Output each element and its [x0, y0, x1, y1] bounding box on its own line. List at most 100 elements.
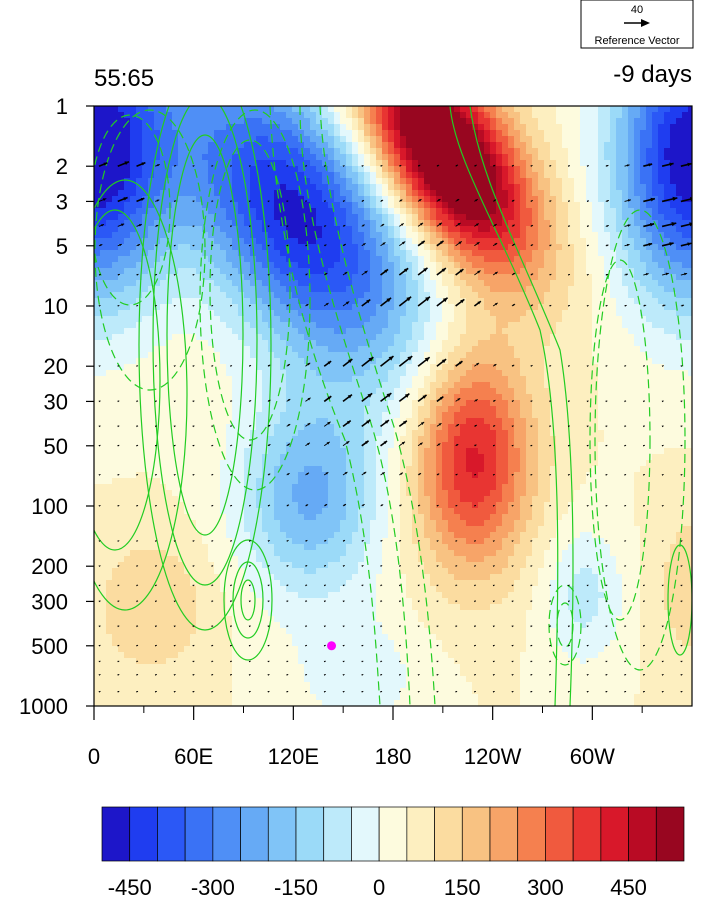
wind-vector-head [140, 198, 145, 201]
wind-vector-head [530, 425, 533, 428]
wind-vector-head [361, 674, 364, 676]
wind-vector-head [117, 660, 120, 663]
wind-vector-head [117, 584, 120, 587]
wind-vector-head [248, 625, 251, 628]
wind-vector-head [229, 200, 232, 203]
wind-vector-head [124, 161, 129, 166]
wind-vector-head [268, 364, 271, 367]
wind-vector-head [605, 660, 608, 663]
wind-vector-head [384, 420, 389, 424]
wind-vector-head [549, 691, 551, 693]
colorbar-bin [434, 806, 463, 862]
wind-vector-head [687, 242, 692, 246]
y-tick-label: 3 [56, 189, 68, 214]
wind-vector-head [361, 625, 364, 628]
wind-vector-head [211, 365, 214, 367]
wind-vector-head [324, 244, 327, 247]
wind-vector-head [567, 425, 570, 428]
wind-vector-head [305, 600, 308, 603]
colorbar-bin [129, 806, 158, 862]
wind-vector-head [286, 600, 289, 603]
contour-line [152, 106, 258, 586]
wind-vector-head [530, 540, 533, 543]
colorbar-bin [212, 806, 241, 862]
wind-vector-head [606, 244, 609, 247]
wind-vector-head [380, 645, 383, 647]
wind-vector-head [627, 224, 631, 227]
wind-vector-head [192, 540, 195, 543]
wind-vector-head [211, 400, 214, 403]
wind-vector-head [605, 625, 608, 628]
wind-vector-head [136, 445, 139, 447]
wind-vector-head [605, 600, 608, 603]
wind-vector-head [323, 674, 326, 676]
wind-vector-head [364, 270, 368, 274]
wind-vector-head [192, 691, 195, 693]
colorbar-bin [295, 806, 325, 862]
wind-vector-head [398, 600, 401, 603]
wind-vector-head [530, 304, 533, 307]
wind-vector-head [248, 200, 251, 203]
wind-vector-head [477, 270, 481, 274]
wind-vector-head [230, 365, 233, 367]
colorbar-bin [489, 806, 519, 862]
wind-vector-head [661, 505, 664, 507]
wind-vector-head [211, 225, 214, 228]
colorbar-label: 150 [444, 875, 481, 898]
wind-vector-head [439, 396, 444, 400]
wind-vector-head [626, 243, 630, 247]
wind-vector-head [327, 421, 331, 425]
wind-vector-head [117, 474, 120, 476]
wind-vector-head [380, 540, 383, 542]
wind-vector-head [626, 164, 630, 167]
contour-line [449, 106, 559, 706]
wind-vector-head [442, 297, 448, 303]
wind-vector-head [475, 199, 478, 202]
y-tick-label: 2 [56, 154, 68, 179]
y-tick-label: 500 [31, 634, 68, 659]
wind-vector-head [417, 645, 420, 647]
wind-vector-head [457, 222, 461, 226]
wind-vector-head [307, 397, 311, 401]
wind-vector-head [437, 473, 440, 476]
wind-vector-head [642, 660, 645, 663]
x-tick-label: 60W [570, 744, 615, 769]
wind-vector-head [286, 625, 289, 628]
wind-vector-head [586, 400, 589, 403]
wind-vector-head [380, 584, 383, 587]
wind-vector-head [511, 505, 514, 507]
wind-vector-head [342, 645, 345, 647]
wind-vector-head [305, 504, 309, 507]
wind-vector-head [605, 505, 608, 507]
wind-vector-head [492, 565, 495, 568]
y-tick-label: 30 [44, 389, 68, 414]
wind-vector-head [475, 399, 478, 402]
contour-line [240, 579, 256, 621]
wind-vector-head [211, 600, 214, 603]
wind-vector-head [267, 660, 270, 663]
wind-vector-head [642, 400, 645, 403]
wind-vector-head [511, 474, 514, 476]
wind-vector-head [477, 301, 481, 305]
contour-line [269, 106, 381, 706]
wind-vector-head [267, 691, 270, 693]
wind-vector-head [567, 274, 570, 276]
wind-vector-head [680, 660, 683, 663]
wind-vector-head [493, 364, 497, 367]
wind-vector-head [173, 505, 176, 507]
wind-vector-head [661, 600, 664, 603]
colorbar-bin [323, 806, 352, 862]
wind-vector-head [398, 674, 401, 676]
wind-vector-head [455, 645, 458, 647]
wind-vector-head [398, 645, 401, 647]
wind-vector-head [567, 691, 570, 693]
wind-vector-head [530, 273, 534, 276]
wind-vector-head [642, 474, 645, 476]
wind-vector-head [680, 645, 683, 647]
wind-vector-head [117, 625, 120, 628]
wind-vector-head [680, 600, 683, 603]
wind-vector-head [174, 200, 177, 203]
wind-vector-head [347, 394, 352, 399]
wind-vector-head [154, 365, 157, 368]
wind-vector-head [384, 269, 389, 273]
